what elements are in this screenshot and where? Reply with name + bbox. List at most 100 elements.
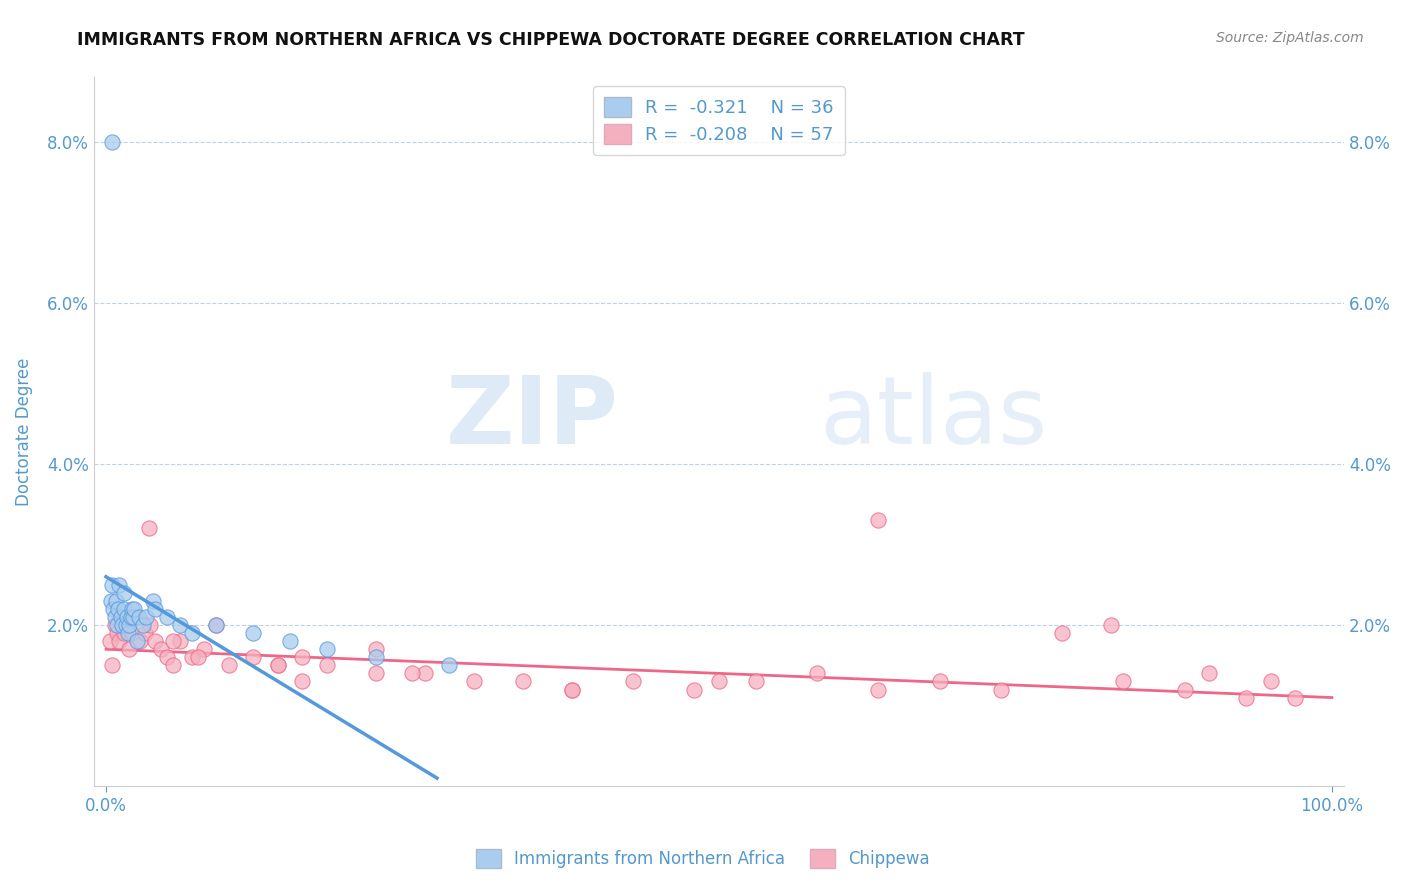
Point xyxy=(114,618,136,632)
Point xyxy=(868,513,890,527)
Point xyxy=(218,658,240,673)
Point xyxy=(125,610,148,624)
Point xyxy=(315,658,337,673)
Point xyxy=(135,610,157,624)
Point xyxy=(364,650,387,665)
Point xyxy=(439,658,461,673)
Point xyxy=(101,578,124,592)
Point xyxy=(115,610,138,624)
Point xyxy=(242,650,264,665)
Point xyxy=(990,682,1012,697)
Point xyxy=(1112,674,1135,689)
Text: IMMIGRANTS FROM NORTHERN AFRICA VS CHIPPEWA DOCTORATE DEGREE CORRELATION CHART: IMMIGRANTS FROM NORTHERN AFRICA VS CHIPP… xyxy=(77,31,1025,49)
Point xyxy=(806,666,828,681)
Point xyxy=(115,610,138,624)
Point xyxy=(121,626,143,640)
Point xyxy=(143,634,166,648)
Point xyxy=(104,610,127,624)
Point xyxy=(266,658,288,673)
Point xyxy=(122,610,145,624)
Point xyxy=(364,666,387,681)
Point xyxy=(120,610,142,624)
Point xyxy=(315,642,337,657)
Point xyxy=(1174,682,1197,697)
Point xyxy=(561,682,583,697)
Point xyxy=(125,634,148,648)
Point xyxy=(108,578,131,592)
Point xyxy=(180,650,202,665)
Point xyxy=(105,626,128,640)
Point xyxy=(150,642,173,657)
Point xyxy=(868,682,890,697)
Point xyxy=(103,602,125,616)
Point xyxy=(111,618,134,632)
Point xyxy=(162,658,184,673)
Legend: Immigrants from Northern Africa, Chippewa: Immigrants from Northern Africa, Chippew… xyxy=(470,843,936,875)
Point xyxy=(143,602,166,616)
Point xyxy=(463,674,485,689)
Point xyxy=(104,594,127,608)
Point xyxy=(205,618,228,632)
Point xyxy=(132,618,155,632)
Legend: R =  -0.321    N = 36, R =  -0.208    N = 57: R = -0.321 N = 36, R = -0.208 N = 57 xyxy=(593,87,845,155)
Point xyxy=(169,634,191,648)
Point xyxy=(561,682,583,697)
Point xyxy=(118,642,141,657)
Point xyxy=(1284,690,1306,705)
Point xyxy=(98,634,121,648)
Point xyxy=(512,674,534,689)
Y-axis label: Doctorate Degree: Doctorate Degree xyxy=(15,358,32,506)
Point xyxy=(122,602,145,616)
Point xyxy=(139,618,162,632)
Point xyxy=(744,674,766,689)
Point xyxy=(928,674,950,689)
Point xyxy=(101,658,124,673)
Point xyxy=(683,682,706,697)
Point xyxy=(111,618,134,632)
Point xyxy=(112,626,135,640)
Point xyxy=(413,666,436,681)
Point xyxy=(180,626,202,640)
Point xyxy=(401,666,423,681)
Text: atlas: atlas xyxy=(818,372,1047,464)
Point xyxy=(134,626,156,640)
Point xyxy=(101,135,124,149)
Point xyxy=(110,610,132,624)
Point xyxy=(266,658,288,673)
Text: Source: ZipAtlas.com: Source: ZipAtlas.com xyxy=(1216,31,1364,45)
Point xyxy=(118,618,141,632)
Point xyxy=(291,650,314,665)
Point xyxy=(193,642,215,657)
Point xyxy=(142,594,165,608)
Point xyxy=(1198,666,1220,681)
Point xyxy=(187,650,209,665)
Point xyxy=(129,634,152,648)
Point xyxy=(138,521,160,535)
Point xyxy=(100,594,122,608)
Point xyxy=(121,602,143,616)
Point xyxy=(1260,674,1282,689)
Point xyxy=(156,650,179,665)
Point xyxy=(291,674,314,689)
Point xyxy=(707,674,730,689)
Point xyxy=(104,618,127,632)
Point xyxy=(205,618,228,632)
Point xyxy=(1234,690,1257,705)
Point xyxy=(364,642,387,657)
Point xyxy=(278,634,301,648)
Point xyxy=(112,602,135,616)
Point xyxy=(112,586,135,600)
Point xyxy=(169,618,191,632)
Point xyxy=(162,634,184,648)
Text: ZIP: ZIP xyxy=(446,372,619,464)
Point xyxy=(242,626,264,640)
Point xyxy=(621,674,644,689)
Point xyxy=(107,602,129,616)
Point xyxy=(128,610,150,624)
Point xyxy=(156,610,179,624)
Point xyxy=(1099,618,1122,632)
Point xyxy=(1050,626,1073,640)
Point xyxy=(117,626,139,640)
Point xyxy=(108,634,131,648)
Point xyxy=(105,618,128,632)
